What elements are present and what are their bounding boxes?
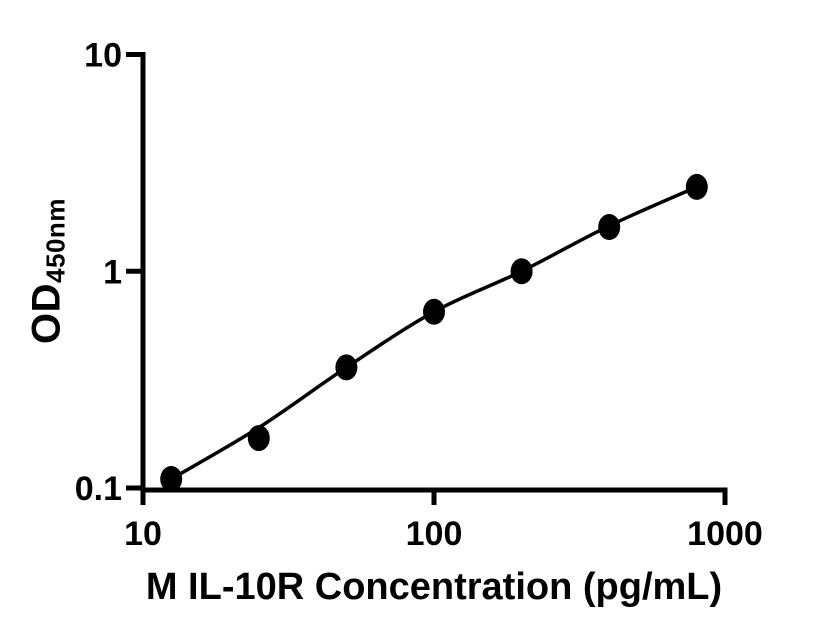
x-tick-label: 100 xyxy=(406,515,463,553)
y-axis-title-main: OD xyxy=(24,282,69,344)
x-tick-label: 1000 xyxy=(687,515,763,553)
data-point xyxy=(335,354,358,381)
y-axis-title-text: OD450nm xyxy=(25,198,72,344)
x-axis-title: M IL-10R Concentration (pg/mL) xyxy=(145,566,723,608)
data-point xyxy=(510,258,533,285)
data-point xyxy=(598,214,621,240)
axis-spines xyxy=(140,52,728,493)
data-point xyxy=(247,425,270,452)
data-point xyxy=(160,466,183,492)
y-tick-label: 0.1 xyxy=(75,470,122,508)
y-tick-label: 1 xyxy=(103,253,122,291)
data-point xyxy=(423,298,445,325)
y-axis-title-subscript: 450nm xyxy=(40,198,71,283)
y-tick-label: 10 xyxy=(84,37,122,75)
x-tick-label: 10 xyxy=(124,515,162,553)
data-point xyxy=(685,173,708,200)
